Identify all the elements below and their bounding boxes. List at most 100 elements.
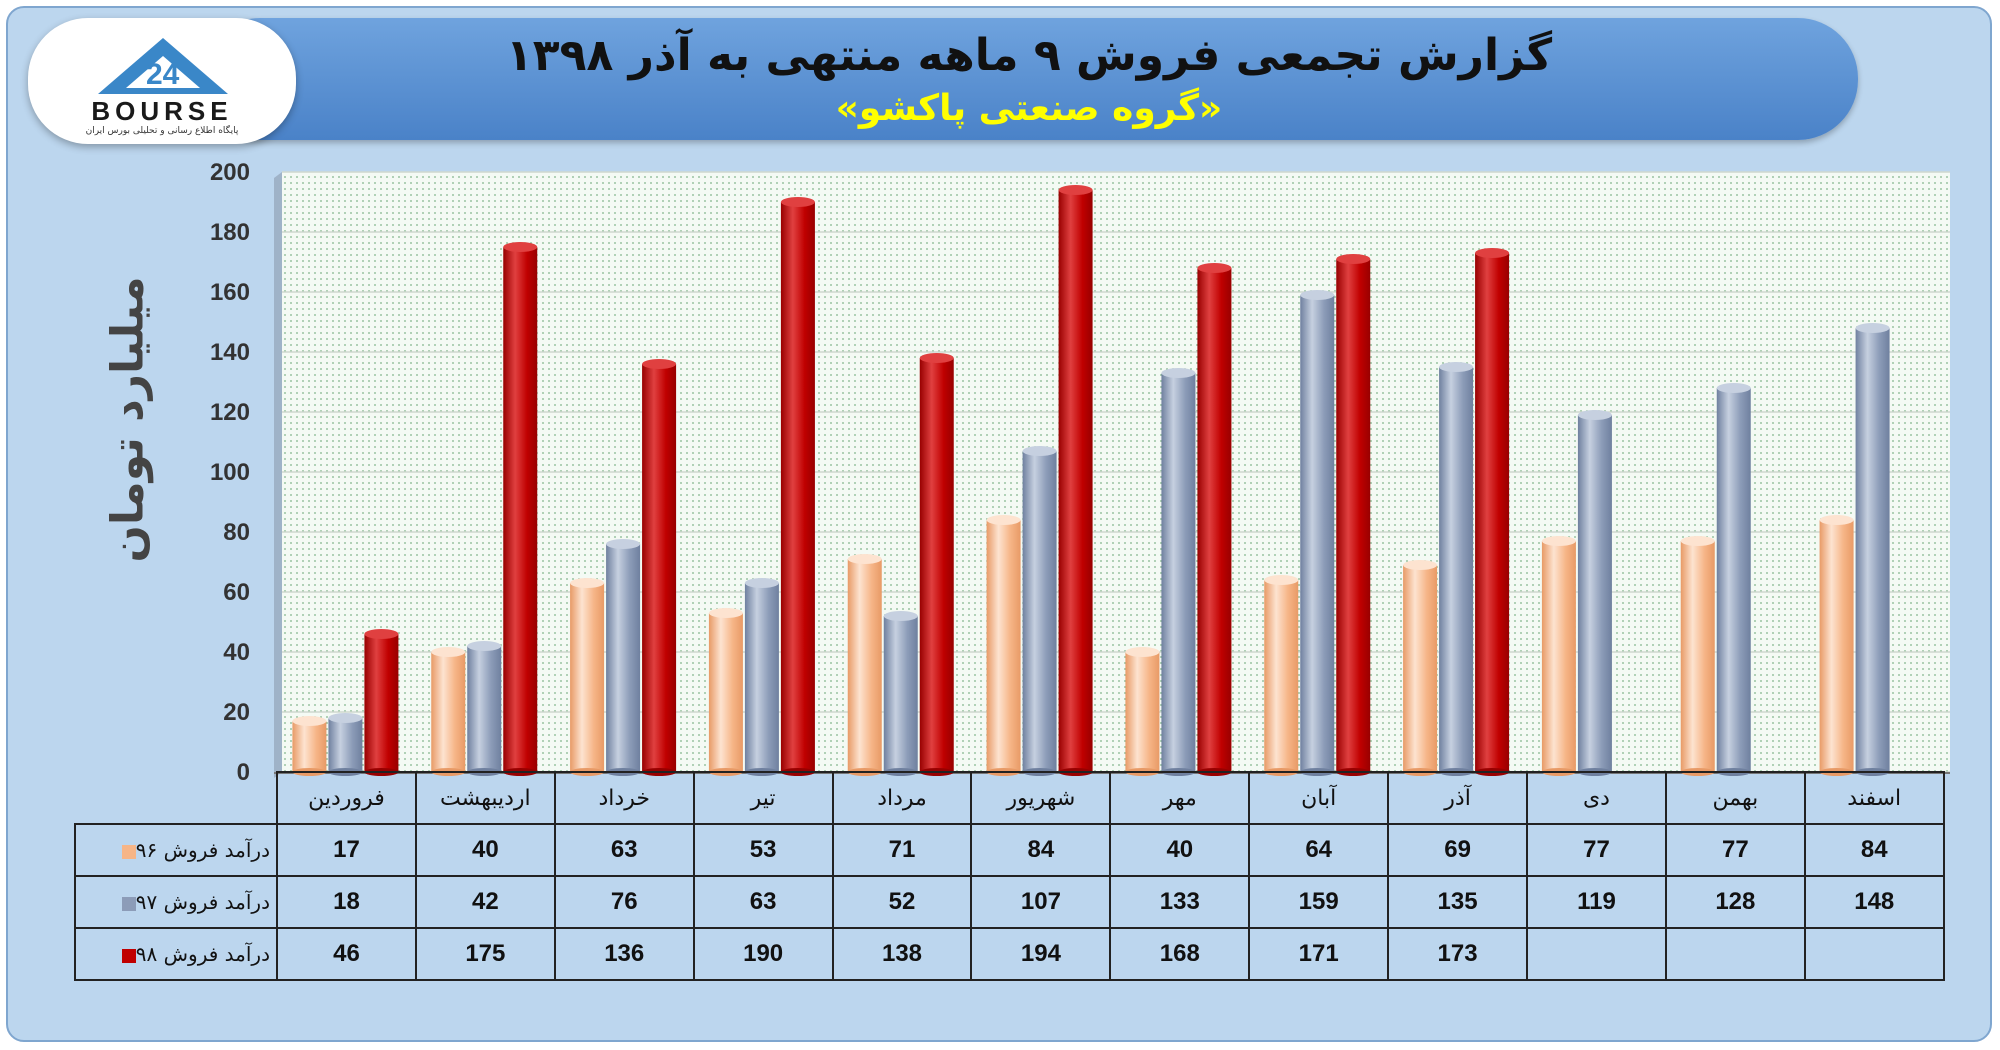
legend-entry: درآمد فروش ۹۷ (74, 875, 278, 929)
bar (503, 242, 538, 776)
bar (328, 713, 363, 776)
data-label (1803, 927, 1945, 981)
data-label: 133 (1109, 875, 1251, 929)
bar (364, 629, 399, 776)
bar (1161, 368, 1196, 776)
table-header-row: فروردین اردیبهشت خرداد تیر مرداد شهریور مهر آبا… (75, 771, 1945, 825)
data-label: 148 (1803, 875, 1945, 929)
data-label: 64 (1248, 823, 1390, 877)
data-label: 168 (1109, 927, 1251, 981)
data-label: 84 (970, 823, 1112, 877)
y-axis-label-text: میلیارد تومان (102, 276, 154, 563)
bar (986, 515, 1021, 776)
svg-text:24: 24 (146, 58, 180, 91)
bar (1300, 290, 1335, 776)
data-label: 69 (1387, 823, 1529, 877)
data-label: 107 (970, 875, 1112, 929)
bar (570, 578, 605, 776)
bar (1022, 446, 1057, 776)
bar (1855, 323, 1890, 776)
y-tick-label: 180 (210, 219, 250, 246)
y-tick-label: 200 (210, 159, 250, 186)
y-tick-label: 100 (210, 459, 250, 486)
y-tick-label: 80 (223, 519, 250, 546)
bar (1680, 536, 1715, 776)
bar (1577, 410, 1612, 776)
data-label: 136 (553, 927, 695, 981)
data-label: 128 (1664, 875, 1806, 929)
page-subtitle: «گروه صنعتی پاکشو» (835, 88, 1223, 129)
data-label: 18 (276, 875, 417, 929)
data-label: 63 (692, 875, 834, 929)
bar (919, 353, 954, 776)
x-tick-label: خرداد (553, 771, 695, 825)
table-corner (75, 772, 277, 824)
bar (780, 197, 815, 776)
data-label: 138 (831, 927, 973, 981)
y-tick-label: 120 (210, 399, 250, 426)
y-tick-label: 160 (210, 279, 250, 306)
x-tick-label: تیر (692, 771, 834, 825)
logo-wordmark: BOURSE (91, 96, 233, 126)
bar (1716, 383, 1751, 776)
legend-label: درآمد فروش ۹۸ (135, 942, 270, 966)
bars (292, 185, 1890, 776)
data-label: 42 (414, 875, 556, 929)
bar (1336, 254, 1371, 776)
y-tick-label: 60 (223, 579, 250, 606)
data-label: 40 (414, 823, 556, 877)
data-label: 63 (553, 823, 695, 877)
bar (292, 716, 327, 776)
logo-caption: پایگاه اطلاع رسانی و تحلیلی بورس ایران (85, 126, 239, 136)
x-tick-label: فروردین (276, 771, 417, 825)
legend-swatch (121, 896, 136, 911)
legend-label: درآمد فروش ۹۶ (135, 838, 270, 862)
x-tick-label: بهمن (1664, 771, 1806, 825)
y-tick-label: 140 (210, 339, 250, 366)
bar (883, 611, 918, 776)
x-tick-label: آذر (1387, 771, 1529, 825)
legend-entry: درآمد فروش ۹۶ (74, 823, 278, 877)
data-label: 17 (276, 823, 417, 877)
y-tick-label: 20 (223, 699, 250, 726)
table-row: درآمد فروش ۹۷ 18 42 76 63 52 107 133 159 135 119 12… (74, 875, 1945, 929)
y-tick-label: 0 (237, 759, 250, 786)
bar (1819, 515, 1854, 776)
bourse-logo: 24 BOURSE پایگاه اطلاع رسانی و تحلیلی بو… (28, 18, 296, 144)
data-label: 77 (1526, 823, 1667, 877)
data-label: 46 (276, 927, 417, 981)
data-label: 173 (1387, 927, 1529, 981)
bar (1541, 536, 1576, 776)
page-title: گزارش تجمعی فروش ۹ ماهه منتهی به آذر ۱۳۹… (505, 30, 1553, 81)
bar (642, 359, 677, 776)
data-label: 71 (831, 823, 973, 877)
bar (847, 554, 882, 776)
y-tick-label: 40 (223, 639, 250, 666)
bar (1125, 647, 1160, 776)
title-banner: گزارش تجمعی فروش ۹ ماهه منتهی به آذر ۱۳۹… (200, 18, 1858, 140)
data-label: 175 (414, 927, 556, 981)
bar (1403, 560, 1438, 776)
data-label: 135 (1387, 875, 1529, 929)
legend-swatch (121, 948, 136, 963)
data-table: فروردین اردیبهشت خرداد تیر مرداد شهریور مهر آبا… (74, 771, 1945, 981)
x-tick-label: شهریور (970, 771, 1112, 825)
bar (1197, 263, 1232, 776)
x-tick-label: آبان (1248, 771, 1390, 825)
plot-side-wall (274, 172, 282, 778)
table-row: درآمد فروش ۹۸ 46 175 136 190 138 194 168 171 173 (74, 927, 1945, 981)
data-label: 77 (1664, 823, 1806, 877)
bar (744, 578, 779, 776)
legend-swatch (121, 844, 136, 859)
bar (1058, 185, 1093, 776)
data-label: 52 (831, 875, 973, 929)
data-label (1526, 927, 1667, 981)
bar (1439, 362, 1474, 776)
bar (431, 647, 466, 776)
x-tick-label: دی (1526, 771, 1667, 825)
data-label: 84 (1803, 823, 1945, 877)
data-label: 53 (692, 823, 834, 877)
x-tick-label: مرداد (831, 771, 973, 825)
data-label: 194 (970, 927, 1112, 981)
y-tick-labels: 0 20 40 60 80 100 120 140 160 180 200 (210, 159, 250, 786)
